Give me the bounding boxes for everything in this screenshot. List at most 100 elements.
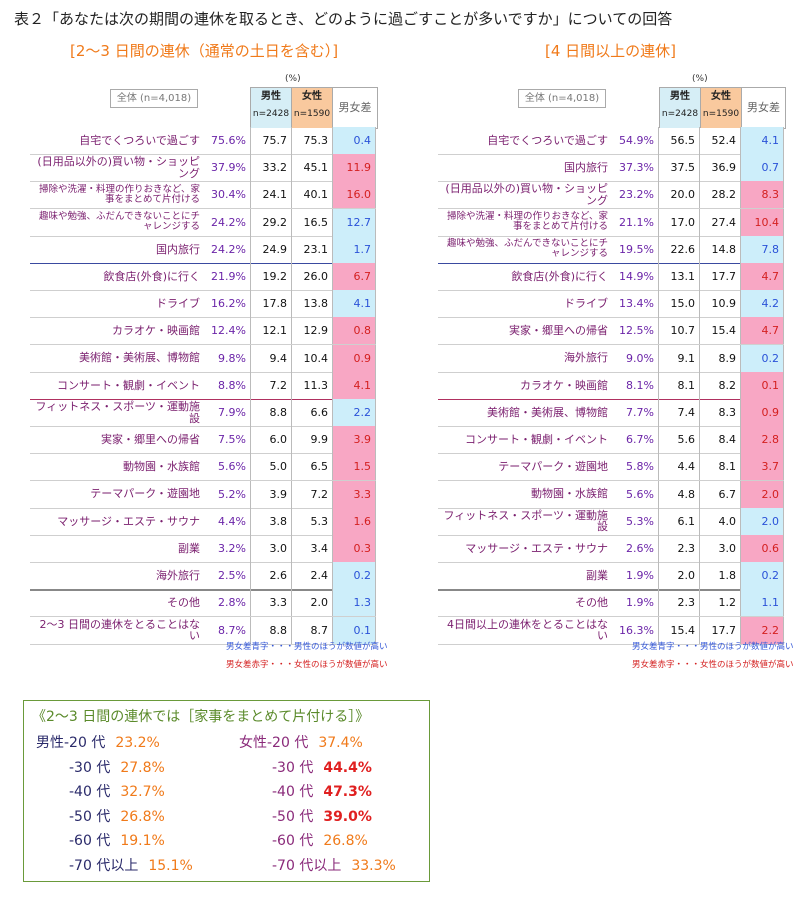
table-row: マッサージ・エステ・サウナ 2.6% 2.3 3.0 0.6: [438, 535, 784, 563]
row-diff-value: 0.4: [332, 127, 376, 154]
row-male-value: 6.1: [658, 507, 699, 535]
left-total-header: 全体 (n=4,018): [110, 89, 198, 108]
row-male-value: 37.5: [658, 154, 699, 182]
table-row: カラオケ・映画館 8.1% 8.1 8.2 0.1: [438, 371, 784, 400]
row-male-value: 15.4: [658, 616, 699, 644]
row-male-value: 29.2: [250, 208, 291, 236]
row-total-pct: 1.9%: [626, 596, 654, 610]
left-diff-header: 男女差: [332, 87, 378, 129]
row-label: (日用品以外の)買い物・ショッピング: [37, 155, 200, 180]
table-row: テーマパーク・遊園地 5.8% 4.4 8.1 3.7: [438, 453, 784, 482]
right-female-n: n=1590: [702, 109, 740, 119]
row-female-value: 28.2: [699, 181, 740, 209]
row-label: 自宅でくつろいで過ごす: [79, 133, 200, 147]
row-male-value: 13.1: [658, 263, 699, 290]
row-label: 国内旅行: [564, 160, 608, 174]
summary-male-line: -40 代 32.7%: [69, 781, 165, 801]
right-female-label: 女性: [711, 91, 731, 102]
row-total-pct: 7.9%: [218, 406, 246, 419]
row-female-value: 6.7: [699, 480, 740, 508]
row-female-value: 8.2: [699, 371, 740, 399]
row-female-value: 52.4: [699, 127, 740, 154]
row-label: ドライブ: [564, 296, 608, 310]
row-diff-value: 0.2: [740, 344, 784, 372]
row-diff-value: 1.7: [332, 235, 376, 263]
table-row: 副業 1.9% 2.0 1.8 0.2: [438, 562, 784, 592]
row-total-pct: 7.5%: [218, 433, 246, 447]
summary-male-label: -70 代以上: [69, 857, 139, 874]
summary-female-line: -40 代 47.3%: [272, 781, 372, 801]
row-total-pct: 12.5%: [619, 324, 654, 338]
row-label: 4日間以上の連休をとることはない: [447, 617, 608, 643]
row-label: 動物園・水族館: [531, 487, 608, 501]
right-table-title: [4 日間以上の連休]: [545, 42, 677, 60]
left-table-title: [2〜3 日間の連休（通常の土日を含む）]: [70, 42, 339, 60]
row-diff-value: 4.7: [740, 263, 784, 290]
row-female-value: 15.4: [699, 317, 740, 345]
row-male-value: 2.3: [658, 589, 699, 617]
row-female-value: 2.0: [291, 589, 332, 617]
row-diff-value: 1.6: [332, 507, 376, 535]
row-female-value: 6.5: [291, 453, 332, 481]
summary-male-label: -30 代: [69, 759, 111, 776]
row-diff-value: 10.4: [740, 208, 784, 236]
row-label: (日用品以外の)買い物・ショッピング: [445, 182, 608, 207]
row-total-pct: 5.6%: [218, 460, 246, 474]
row-total-pct: 5.2%: [218, 487, 246, 501]
table-row: コンサート・観劇・イベント 8.8% 7.2 11.3 4.1: [30, 371, 376, 400]
row-total-pct: 7.7%: [626, 406, 654, 419]
right-note-red: 男女差赤字・・・女性のほうが数値が高い: [632, 660, 794, 670]
row-label: テーマパーク・遊園地: [90, 487, 200, 501]
table-row: テーマパーク・遊園地 5.2% 3.9 7.2 3.3: [30, 480, 376, 509]
row-diff-value: 0.2: [332, 562, 376, 590]
summary-female-value: 44.4%: [323, 759, 372, 776]
row-male-value: 17.0: [658, 208, 699, 236]
row-label: 実家・郷里への帰省: [101, 432, 200, 446]
summary-male-value: 32.7%: [120, 784, 165, 800]
table-row: 動物園・水族館 5.6% 5.0 6.5 1.5: [30, 453, 376, 482]
row-diff-value: 0.6: [740, 535, 784, 562]
row-total-pct: 14.9%: [619, 270, 654, 283]
row-diff-value: 1.5: [332, 453, 376, 481]
summary-male-value: 15.1%: [148, 857, 193, 874]
row-label: ドライブ: [156, 296, 200, 310]
row-label: フィットネス・スポーツ・運動施設: [35, 399, 200, 425]
row-total-pct: 21.1%: [619, 215, 654, 229]
row-total-pct: 2.5%: [218, 569, 246, 583]
table-row: 飲食店(外食)に行く 21.9% 19.2 26.0 6.7: [30, 263, 376, 291]
row-male-value: 8.8: [250, 616, 291, 644]
page-title: 表２「あなたは次の期間の連休を取るとき、どのように過ごすことが多いですか」につい…: [14, 10, 673, 28]
row-total-pct: 1.9%: [626, 569, 654, 583]
row-diff-value: 1.3: [332, 589, 376, 617]
row-label: その他: [167, 596, 200, 610]
row-total-pct: 8.8%: [218, 378, 246, 392]
row-total-pct: 13.4%: [619, 297, 654, 311]
summary-female-value: 39.0%: [323, 808, 372, 825]
row-female-value: 27.4: [699, 208, 740, 236]
row-label: 美術館・美術展、博物館: [79, 351, 200, 365]
table-row: 美術館・美術展、博物館 9.8% 9.4 10.4 0.9: [30, 344, 376, 373]
left-note-red: 男女差赤字・・・女性のほうが数値が高い: [226, 660, 388, 670]
table-row: 掃除や洗濯・料理の作りおきなど、家事をまとめて片付ける 30.4% 24.1 40.1…: [30, 181, 376, 210]
row-diff-value: 12.7: [332, 208, 376, 236]
row-diff-value: 0.7: [740, 154, 784, 182]
row-male-value: 6.0: [250, 426, 291, 454]
row-male-value: 33.2: [250, 154, 291, 182]
summary-male-line: 男性-20 代 23.2%: [36, 732, 160, 752]
row-male-value: 24.9: [250, 235, 291, 263]
row-total-pct: 12.4%: [211, 324, 246, 338]
row-female-value: 1.2: [699, 589, 740, 617]
row-diff-value: 4.1: [332, 371, 376, 399]
row-male-value: 56.5: [658, 127, 699, 154]
row-total-pct: 24.2%: [211, 215, 246, 229]
row-female-value: 7.2: [291, 480, 332, 508]
left-male-n: n=2428: [252, 109, 290, 119]
row-label: 海外旅行: [156, 568, 200, 582]
summary-male-value: 27.8%: [120, 759, 165, 776]
row-female-value: 5.3: [291, 507, 332, 535]
row-label: 副業: [586, 568, 608, 582]
summary-female-line: -50 代 39.0%: [272, 806, 372, 826]
row-label: 動物園・水族館: [123, 460, 200, 474]
summary-male-label: -60 代: [69, 833, 111, 849]
row-label: 国内旅行: [156, 242, 200, 256]
